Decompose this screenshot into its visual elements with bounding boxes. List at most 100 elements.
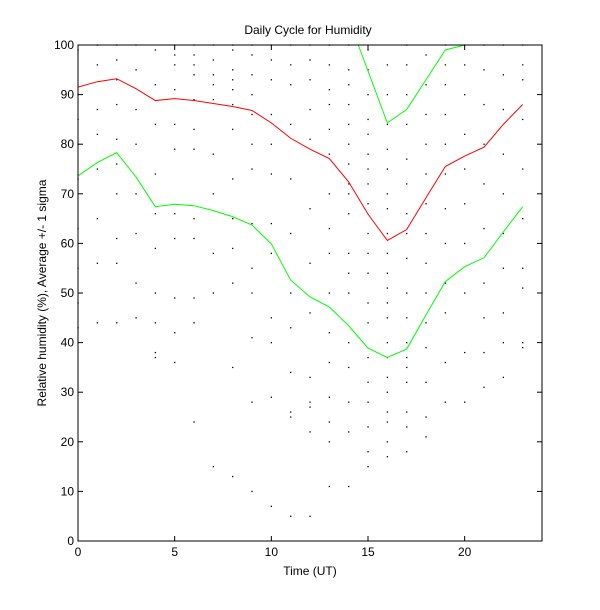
scatter-point	[502, 342, 505, 344]
scatter-point	[193, 74, 195, 76]
scatter-point	[367, 232, 369, 235]
scatter-point	[522, 218, 524, 220]
scatter-point	[174, 332, 176, 334]
scatter-point	[154, 49, 157, 51]
scatter-point	[212, 74, 215, 76]
scatter-point	[367, 203, 369, 205]
scatter-point	[406, 426, 408, 428]
scatter-point	[348, 69, 350, 71]
scatter-point	[154, 292, 157, 294]
scatter-point	[232, 69, 234, 71]
scatter-point	[367, 133, 369, 135]
scatter-point	[425, 203, 427, 205]
scatter-point	[174, 148, 176, 150]
scatter-point	[212, 193, 215, 195]
scatter-point	[367, 153, 369, 155]
scatter-point	[522, 287, 524, 289]
scatter-point	[425, 143, 427, 145]
scatter-point	[522, 79, 524, 81]
scatter-point	[135, 143, 137, 145]
scatter-point	[367, 426, 369, 428]
scatter-point	[386, 441, 389, 443]
scatter-point	[135, 232, 137, 235]
scatter-point	[154, 123, 157, 126]
scatter-point	[406, 451, 408, 453]
scatter-point	[464, 203, 466, 205]
scatter-point	[522, 168, 524, 170]
scatter-point	[522, 342, 524, 344]
scatter-point	[251, 94, 253, 96]
y-tick-label: 50	[61, 286, 75, 300]
scatter-point	[290, 64, 292, 66]
scatter-point	[328, 441, 331, 443]
scatter-point	[232, 128, 234, 131]
scatter-point	[406, 342, 408, 344]
scatter-point	[174, 89, 176, 91]
scatter-point	[444, 64, 447, 66]
scatter-point	[328, 485, 331, 488]
scatter-point	[96, 168, 99, 170]
scatter-point	[367, 168, 369, 170]
scatter-point	[522, 267, 524, 269]
scatter-point	[116, 59, 118, 61]
scatter-point	[406, 64, 408, 66]
x-tick-label: 0	[75, 545, 82, 559]
scatter-point	[425, 346, 427, 349]
scatter-point	[367, 183, 369, 185]
scatter-point	[444, 113, 447, 116]
scatter-point	[193, 148, 195, 150]
scatter-point	[290, 292, 292, 294]
scatter-point	[96, 262, 99, 264]
scatter-point	[174, 54, 176, 56]
scatter-point	[348, 401, 350, 403]
scatter-point	[232, 366, 234, 369]
scatter-point	[251, 292, 253, 294]
scatter-point	[483, 227, 485, 230]
scatter-point	[348, 123, 350, 126]
scatter-point	[135, 317, 137, 319]
scatter-point	[270, 59, 273, 61]
scatter-point	[406, 158, 408, 160]
scatter-point	[212, 153, 215, 155]
y-axis-label: Relative humidity (%), Average +/- 1 sig…	[35, 179, 49, 406]
scatter-point	[406, 356, 408, 359]
scatter-point	[290, 123, 292, 126]
scatter-point	[328, 64, 331, 66]
scatter-point	[232, 247, 234, 250]
scatter-point	[116, 193, 118, 195]
scatter-point	[444, 312, 447, 314]
scatter-point	[290, 416, 292, 418]
scatter-point	[425, 292, 427, 294]
scatter-point	[367, 94, 369, 96]
scatter-point	[270, 505, 273, 507]
scatter-point	[367, 322, 369, 324]
scatter-point	[348, 292, 350, 294]
scatter-point	[270, 113, 273, 116]
scatter-point	[502, 74, 505, 76]
scatter-point	[483, 143, 485, 145]
scatter-point	[174, 213, 176, 215]
scatter-point	[309, 431, 311, 433]
scatter-point	[135, 69, 137, 71]
scatter-point	[96, 133, 99, 135]
scatter-point	[367, 252, 369, 255]
scatter-point	[212, 84, 215, 86]
y-tick-label: 40	[61, 336, 75, 350]
scatter-point	[328, 421, 331, 423]
scatter-point	[406, 292, 408, 294]
scatter-point	[444, 282, 447, 284]
scatter-point	[232, 89, 234, 91]
x-tick-label: 20	[458, 545, 472, 559]
scatter-point	[309, 515, 311, 517]
scatter-point	[270, 222, 273, 225]
scatter-point	[328, 252, 331, 255]
scatter-point	[270, 396, 273, 398]
scatter-points	[77, 44, 524, 517]
scatter-point	[328, 153, 331, 155]
scatter-point	[483, 351, 485, 354]
scatter-point	[212, 59, 215, 61]
scatter-point	[464, 401, 466, 403]
scatter-point	[367, 118, 369, 121]
scatter-point	[425, 262, 427, 264]
scatter-point	[193, 322, 195, 324]
